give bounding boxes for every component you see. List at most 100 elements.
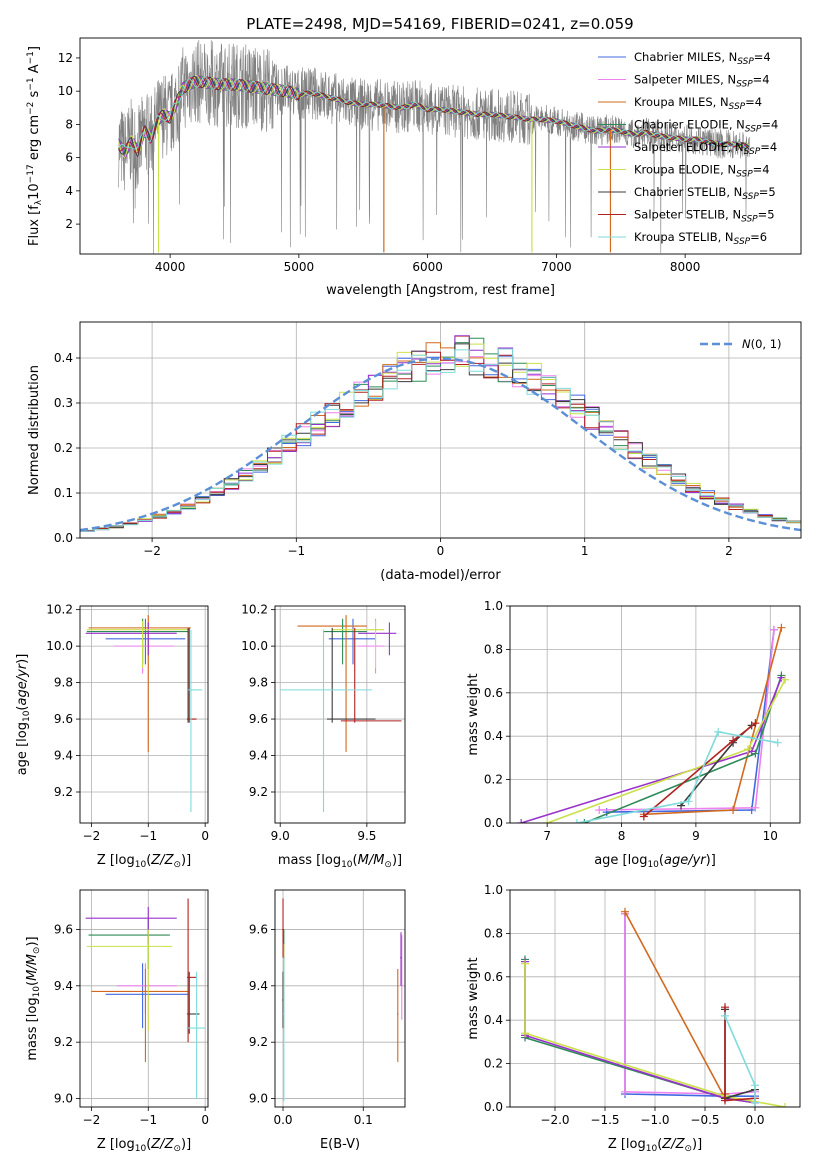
y-tick-label: 0.8 [484, 926, 503, 940]
age_vs_mass-errorbars [280, 615, 402, 813]
weight-line [643, 722, 756, 818]
weight-marker [773, 738, 782, 747]
weight-marker [721, 1096, 729, 1105]
weight-line [599, 629, 775, 811]
x-axis-label: mass [log10(M/M⊙)] [278, 853, 402, 870]
plot-frame [79, 321, 802, 539]
x-tick-label: 5000 [284, 260, 315, 274]
massweight_vs_z-lines [521, 907, 789, 1107]
x-tick-label: −2 [83, 1113, 101, 1127]
plot-frame [509, 889, 801, 1108]
spectrum-axes: 4000 5000 6000 7000 8000 2 4 6 8 10 12 [58, 37, 802, 274]
y-tick-label: 9.2 [249, 785, 268, 799]
x-tick-label: −2 [83, 829, 101, 843]
x-axis-label: E(B-V) [320, 1137, 360, 1152]
mass_vs_ebv-grid [275, 890, 405, 1107]
mass_vs_ebv-errorbars [282, 898, 403, 1102]
spectrum-legend: Chabrier MILES, NSSP=4 Salpeter MILES, NS… [598, 50, 778, 247]
x-tick-label: 0.0 [745, 1113, 764, 1127]
y-tick-label: 2 [65, 217, 73, 231]
weight-marker [769, 625, 778, 634]
y-tick-label: 9.0 [249, 1092, 268, 1106]
y-tick-label: 9.6 [249, 922, 268, 936]
x-tick-label: 0 [201, 1113, 209, 1127]
plot-frame [79, 889, 209, 1108]
y-tick-label: 9.4 [249, 749, 268, 763]
x-tick-label: −1.0 [640, 1113, 669, 1127]
y-tick-label: 10.2 [241, 603, 268, 617]
y-tick-label: 4 [65, 184, 73, 198]
mass_vs_z-axes: −2 −1 0 9.0 9.2 9.4 9.6 [54, 889, 209, 1127]
histogram-legend: N(0, 1) [700, 337, 782, 351]
y-tick-label: 9.8 [249, 676, 268, 690]
y-tick-label: 9.2 [54, 1035, 73, 1049]
weight-marker [595, 805, 604, 814]
y-tick-label: 0.0 [54, 531, 73, 545]
histograms [80, 335, 801, 534]
x-tick-label: 6000 [412, 260, 443, 274]
massweight_vs_age-lines [517, 623, 790, 823]
legend-entry: Chabrier STELIB, NSSP=5 [634, 185, 776, 202]
plot-frame [509, 605, 801, 824]
y-axis-label: mass [log10(M/M⊙)] [25, 936, 42, 1060]
weight-line [606, 629, 775, 813]
residual-histogram [80, 348, 801, 534]
plot-frame [274, 605, 406, 824]
weight-marker [729, 736, 738, 745]
model-spectrum [118, 76, 750, 150]
legend-entry: Chabrier MILES, NSSP=4 [634, 50, 771, 67]
plot-frame [274, 889, 406, 1108]
age_vs_z-errorbars [85, 615, 203, 813]
weight-line [624, 913, 755, 1097]
mass_vs_ebv-axes: 0.0 0.1 9.0 9.2 9.4 9.6 [249, 889, 406, 1127]
x-axis-label: (data-model)/error [380, 568, 501, 583]
x-tick-label: 2 [725, 544, 733, 558]
y-tick-label: 9.6 [54, 712, 73, 726]
x-tick-label: −0.5 [690, 1113, 719, 1127]
gaussian-reference [80, 357, 801, 532]
weight-marker [621, 907, 629, 916]
x-tick-label: −2 [143, 544, 161, 558]
weight-marker [743, 745, 752, 754]
y-tick-label: 8 [65, 117, 73, 131]
y-tick-label: 10.2 [46, 603, 73, 617]
weight-marker [580, 819, 589, 823]
plot-frame [79, 605, 209, 824]
x-tick-label: −2.0 [540, 1113, 569, 1127]
weight-marker [777, 623, 786, 632]
y-tick-label: 0.2 [484, 773, 503, 787]
weight-line [724, 1009, 756, 1100]
residuals-axes: −2 −1 0 1 2 0.0 0.1 0.2 0.3 0.4 [54, 321, 802, 558]
y-tick-label: 1.0 [484, 883, 503, 897]
x-tick-label: 8 [618, 829, 626, 843]
x-axis-label: wavelength [Angstrom, rest frame] [326, 283, 555, 298]
weight-marker [781, 675, 790, 684]
y-tick-label: 6 [65, 151, 73, 165]
legend-entry: N(0, 1) [742, 337, 782, 351]
x-tick-label: 9.0 [271, 829, 290, 843]
y-tick-label: 9.2 [54, 785, 73, 799]
x-tick-label: 9.5 [357, 829, 376, 843]
y-axis-label: mass weight [466, 673, 481, 755]
age_vs_mass-axes: 9.0 9.5 9.2 9.4 9.6 9.8 10.0 10.2 [241, 603, 406, 843]
mass_vs_z-errorbars [85, 898, 206, 1099]
weight-marker [521, 1029, 529, 1038]
massweight_vs_age-axes: 7 8 9 10 0.0 0.2 0.4 0.6 0.8 1.0 [484, 599, 801, 843]
weight-marker [639, 812, 648, 821]
x-axis-label: Z [log10(Z/Z⊙)] [608, 1137, 702, 1154]
weight-line [643, 627, 783, 816]
weight-marker [721, 1003, 729, 1012]
model-spectrum [118, 75, 750, 159]
weight-marker [751, 1081, 759, 1090]
y-tick-label: 9.6 [249, 712, 268, 726]
weight-marker [721, 1011, 729, 1020]
y-axis-label: Normed distribution [27, 365, 42, 495]
y-tick-label: 0.2 [484, 1057, 503, 1071]
legend-entry: Chabrier ELODIE, NSSP=4 [634, 118, 778, 135]
weight-marker [751, 1098, 759, 1107]
y-axis-label: mass weight [466, 957, 481, 1039]
weight-marker [621, 1087, 629, 1096]
weight-marker [751, 719, 760, 728]
y-tick-label: 0.1 [54, 486, 73, 500]
weight-marker [572, 819, 581, 823]
